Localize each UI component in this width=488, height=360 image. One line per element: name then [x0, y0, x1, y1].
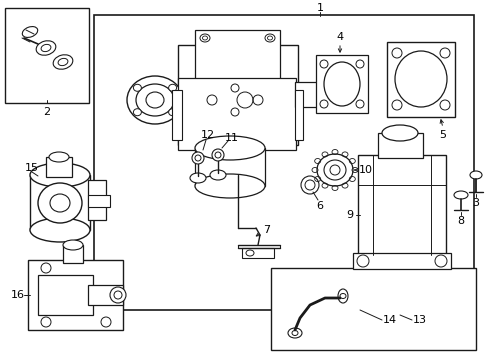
Text: 4: 4 — [336, 32, 343, 42]
Ellipse shape — [394, 51, 446, 107]
Bar — [38, 275, 93, 315]
Bar — [377, 133, 422, 158]
Ellipse shape — [209, 170, 225, 180]
Bar — [28, 260, 123, 330]
Bar — [357, 155, 445, 255]
Text: 12: 12 — [201, 130, 215, 140]
Ellipse shape — [190, 173, 205, 183]
Text: 2: 2 — [43, 107, 50, 117]
Bar — [30, 175, 90, 230]
Bar — [352, 253, 450, 269]
Text: 7: 7 — [263, 225, 270, 235]
Ellipse shape — [168, 84, 176, 91]
Ellipse shape — [316, 154, 352, 186]
Ellipse shape — [337, 83, 361, 107]
Ellipse shape — [453, 191, 467, 199]
Ellipse shape — [337, 289, 347, 303]
Ellipse shape — [168, 109, 176, 116]
Bar — [178, 78, 295, 150]
Text: 9: 9 — [346, 210, 353, 220]
Bar — [46, 157, 72, 177]
Bar — [315, 55, 367, 113]
Ellipse shape — [192, 152, 203, 164]
Ellipse shape — [30, 163, 90, 187]
Ellipse shape — [133, 84, 141, 91]
Text: 16: 16 — [11, 290, 25, 300]
Bar — [294, 90, 303, 140]
Bar — [172, 90, 182, 140]
Text: 5: 5 — [439, 130, 446, 140]
Ellipse shape — [195, 136, 264, 160]
Bar — [270, 268, 475, 350]
Ellipse shape — [30, 218, 90, 242]
Ellipse shape — [49, 152, 69, 162]
Text: 15: 15 — [25, 163, 39, 173]
Ellipse shape — [127, 76, 183, 124]
Bar — [63, 245, 83, 263]
Bar — [195, 148, 264, 186]
Ellipse shape — [110, 287, 126, 303]
Ellipse shape — [287, 328, 302, 338]
Text: 10: 10 — [358, 165, 372, 175]
Text: 1: 1 — [316, 3, 323, 13]
Bar — [195, 30, 280, 80]
Bar — [88, 285, 123, 305]
Ellipse shape — [38, 183, 82, 223]
Ellipse shape — [133, 109, 141, 116]
Text: 6: 6 — [316, 201, 323, 211]
Text: 11: 11 — [224, 133, 239, 143]
Ellipse shape — [195, 174, 264, 198]
Bar — [5, 8, 89, 103]
Ellipse shape — [381, 125, 417, 141]
Bar — [94, 15, 473, 310]
Bar — [88, 195, 110, 207]
Ellipse shape — [212, 149, 224, 161]
Text: 13: 13 — [412, 315, 426, 325]
Bar — [178, 45, 297, 145]
Text: 8: 8 — [456, 216, 464, 226]
Ellipse shape — [301, 176, 318, 194]
Ellipse shape — [324, 62, 359, 106]
Text: 3: 3 — [471, 198, 479, 208]
Bar — [242, 248, 273, 258]
Ellipse shape — [63, 240, 83, 250]
Bar — [294, 82, 349, 107]
Text: 14: 14 — [382, 315, 396, 325]
Bar — [88, 180, 106, 220]
Ellipse shape — [469, 171, 481, 179]
Bar — [386, 42, 454, 117]
